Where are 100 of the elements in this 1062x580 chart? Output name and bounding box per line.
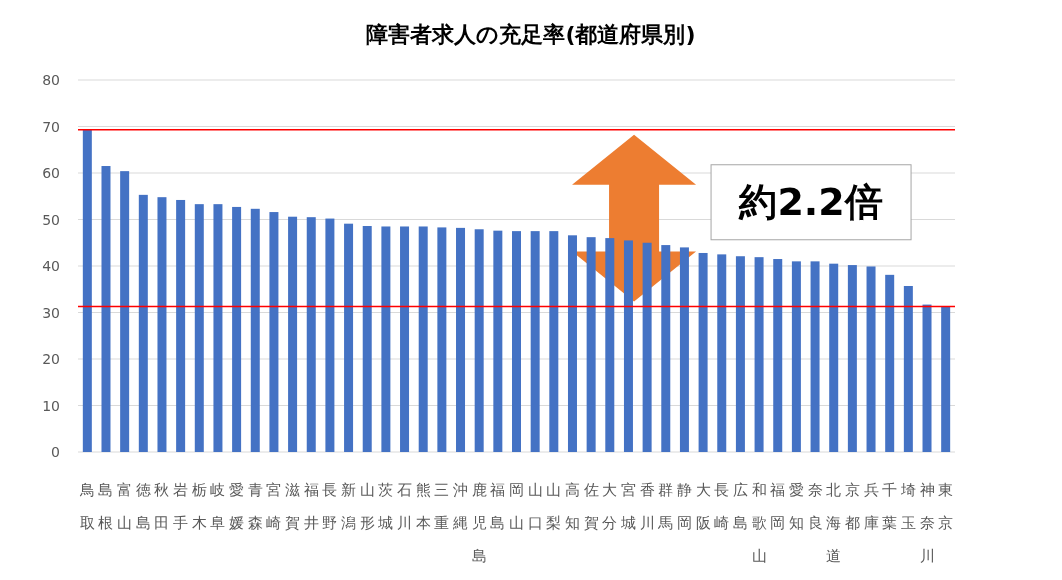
bar bbox=[250, 208, 260, 452]
bar bbox=[306, 217, 316, 452]
bar bbox=[288, 216, 298, 452]
bar bbox=[418, 226, 428, 452]
bar bbox=[773, 259, 783, 452]
bar bbox=[866, 266, 876, 452]
x-tick-label: 山形 bbox=[359, 481, 375, 532]
bar bbox=[325, 218, 335, 452]
x-tick-label: 岡山 bbox=[509, 481, 524, 532]
bar bbox=[269, 212, 279, 452]
y-tick-label: 60 bbox=[42, 165, 60, 181]
bar bbox=[567, 235, 577, 452]
x-tick-label: 神奈川 bbox=[919, 481, 935, 565]
bar bbox=[679, 247, 689, 452]
x-tick-label: 山梨 bbox=[546, 481, 562, 532]
bar bbox=[194, 204, 204, 452]
x-tick-label: 宮崎 bbox=[266, 481, 282, 532]
x-tick-label: 三重 bbox=[434, 481, 450, 532]
bar bbox=[829, 263, 839, 452]
x-tick-label: 香川 bbox=[639, 481, 655, 532]
bar bbox=[903, 286, 913, 452]
y-tick-label: 40 bbox=[42, 258, 60, 274]
x-tick-label: 鳥取 bbox=[78, 481, 95, 532]
bar bbox=[493, 230, 503, 452]
x-tick-label: 宮城 bbox=[619, 481, 636, 532]
bar bbox=[941, 306, 951, 452]
bar bbox=[138, 194, 148, 452]
x-tick-label: 群馬 bbox=[657, 481, 674, 532]
y-tick-label: 30 bbox=[42, 304, 60, 321]
bar bbox=[176, 199, 186, 452]
x-tick-label: 長野 bbox=[322, 481, 338, 532]
bar bbox=[717, 254, 727, 452]
x-tick-label: 東京 bbox=[938, 481, 954, 532]
x-tick-label: 徳島 bbox=[135, 481, 151, 532]
x-tick-label: 石川 bbox=[397, 481, 413, 532]
bar bbox=[512, 231, 521, 452]
x-tick-label: 愛媛 bbox=[229, 481, 245, 532]
x-tick-label: 長崎 bbox=[714, 481, 730, 532]
annotation: 約2.2倍 bbox=[738, 179, 883, 224]
x-tick-label: 大分 bbox=[602, 481, 618, 532]
x-tick-label: 大阪 bbox=[695, 481, 711, 532]
bar bbox=[232, 206, 242, 452]
bar bbox=[344, 223, 354, 452]
chart-title: 障害者求人の充足率(都道府県別) bbox=[366, 22, 696, 47]
x-tick-label: 茨城 bbox=[377, 481, 394, 532]
bar bbox=[885, 274, 895, 452]
y-tick-label: 50 bbox=[42, 211, 60, 228]
x-tick-label: 兵庫 bbox=[863, 481, 879, 532]
bar bbox=[791, 261, 801, 452]
bar bbox=[810, 261, 820, 452]
x-tick-label: 福井 bbox=[303, 481, 319, 532]
x-tick-label: 奈良 bbox=[807, 481, 823, 532]
bar bbox=[922, 304, 932, 452]
bar bbox=[530, 231, 540, 452]
x-tick-label: 富山 bbox=[117, 481, 133, 532]
bar bbox=[157, 197, 167, 452]
x-tick-label: 埼玉 bbox=[899, 481, 916, 532]
bar bbox=[120, 171, 130, 452]
bar bbox=[82, 129, 92, 452]
x-tick-label: 岐阜 bbox=[210, 481, 226, 532]
x-tick-label: 京都 bbox=[844, 481, 860, 532]
bar bbox=[642, 242, 652, 452]
y-tick-label: 20 bbox=[42, 351, 60, 367]
bar bbox=[474, 229, 484, 452]
bar bbox=[456, 227, 466, 452]
x-tick-label: 千葉 bbox=[882, 481, 898, 532]
x-tick-label: 滋賀 bbox=[285, 481, 301, 532]
bar bbox=[362, 226, 372, 452]
x-tick-label: 秋田 bbox=[154, 481, 170, 532]
bar bbox=[623, 240, 633, 452]
y-tick-label: 10 bbox=[42, 397, 60, 414]
x-tick-label: 北海道 bbox=[826, 481, 842, 565]
x-tick-label: 青森 bbox=[247, 481, 263, 532]
x-tick-label: 新潟 bbox=[341, 481, 357, 532]
x-tick-label: 広島 bbox=[732, 481, 748, 532]
bar bbox=[605, 238, 615, 452]
x-tick-label: 愛知 bbox=[788, 481, 804, 532]
bar bbox=[847, 265, 857, 452]
bar bbox=[101, 166, 111, 452]
x-tick-label: 沖縄 bbox=[452, 481, 469, 532]
y-tick-label: 70 bbox=[42, 118, 60, 135]
y-tick-label: 0 bbox=[51, 444, 60, 460]
bar bbox=[661, 245, 671, 452]
bar bbox=[735, 256, 745, 452]
x-tick-label: 福島 bbox=[490, 481, 506, 532]
x-tick-label: 岩手 bbox=[173, 481, 189, 532]
bar bbox=[754, 257, 764, 452]
x-tick-label: 高知 bbox=[564, 481, 580, 532]
x-tick-label: 鹿児島 bbox=[471, 481, 487, 565]
bar bbox=[213, 204, 223, 452]
bar bbox=[586, 237, 596, 452]
x-tick-label: 福岡 bbox=[770, 481, 786, 532]
x-tick-label: 静岡 bbox=[676, 481, 692, 532]
x-tick-label: 和歌山 bbox=[751, 481, 767, 565]
x-tick-label: 栃木 bbox=[191, 481, 207, 532]
x-tick-label: 島根 bbox=[98, 481, 114, 532]
bar bbox=[549, 231, 559, 452]
x-tick-label: 佐賀 bbox=[583, 481, 599, 532]
y-tick-label: 80 bbox=[42, 72, 60, 88]
bar bbox=[400, 226, 410, 452]
